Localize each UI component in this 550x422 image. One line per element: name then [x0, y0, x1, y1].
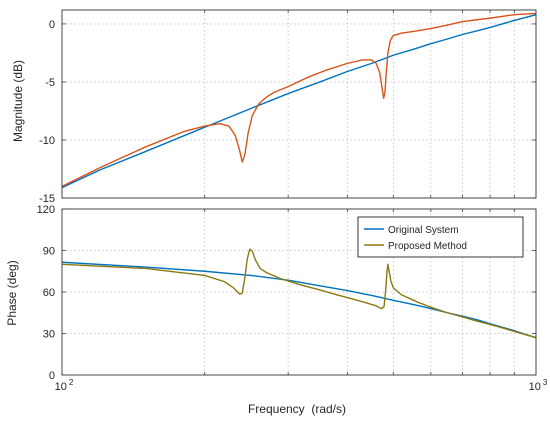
frequency-axis-label: Frequency (rad/s) — [248, 402, 346, 416]
x-tick-base: 10 — [55, 381, 67, 393]
y-tick-label: 0 — [49, 19, 55, 31]
plot-background — [62, 10, 536, 198]
x-tick-label: 10 3 — [529, 378, 548, 393]
y-tick-label: 60 — [43, 287, 55, 299]
legend-label-2: Proposed Method — [388, 241, 467, 252]
y-tick-label: -10 — [39, 135, 55, 147]
y-tick-label: 30 — [43, 329, 55, 341]
series-line-2 — [61, 248, 537, 339]
y-tick-label: -15 — [39, 193, 55, 205]
y-tick-label: -5 — [45, 77, 55, 89]
y-tick-label: 90 — [43, 246, 55, 258]
series-line-2 — [61, 12, 537, 188]
phase-axis-label: Phase (deg) — [5, 260, 19, 325]
x-tick-exponent: 3 — [543, 378, 548, 387]
x-tick-label: 10 2 — [55, 378, 74, 393]
axes-box — [61, 9, 537, 199]
magnitude-axis-label: Magnitude (dB) — [11, 60, 25, 142]
legend: Original System Proposed Method — [357, 216, 524, 258]
x-tick-exponent: 2 — [69, 378, 74, 387]
y-tick-label: 0 — [49, 370, 55, 382]
magnitude-panel: -15 -10 -5 0 — [39, 9, 537, 205]
axes-box — [61, 208, 537, 376]
y-tick-label: 120 — [37, 204, 55, 216]
series-line-1 — [61, 13, 537, 189]
legend-label-1: Original System — [388, 225, 459, 236]
legend-box — [357, 216, 524, 258]
x-tick-base: 10 — [529, 381, 541, 393]
